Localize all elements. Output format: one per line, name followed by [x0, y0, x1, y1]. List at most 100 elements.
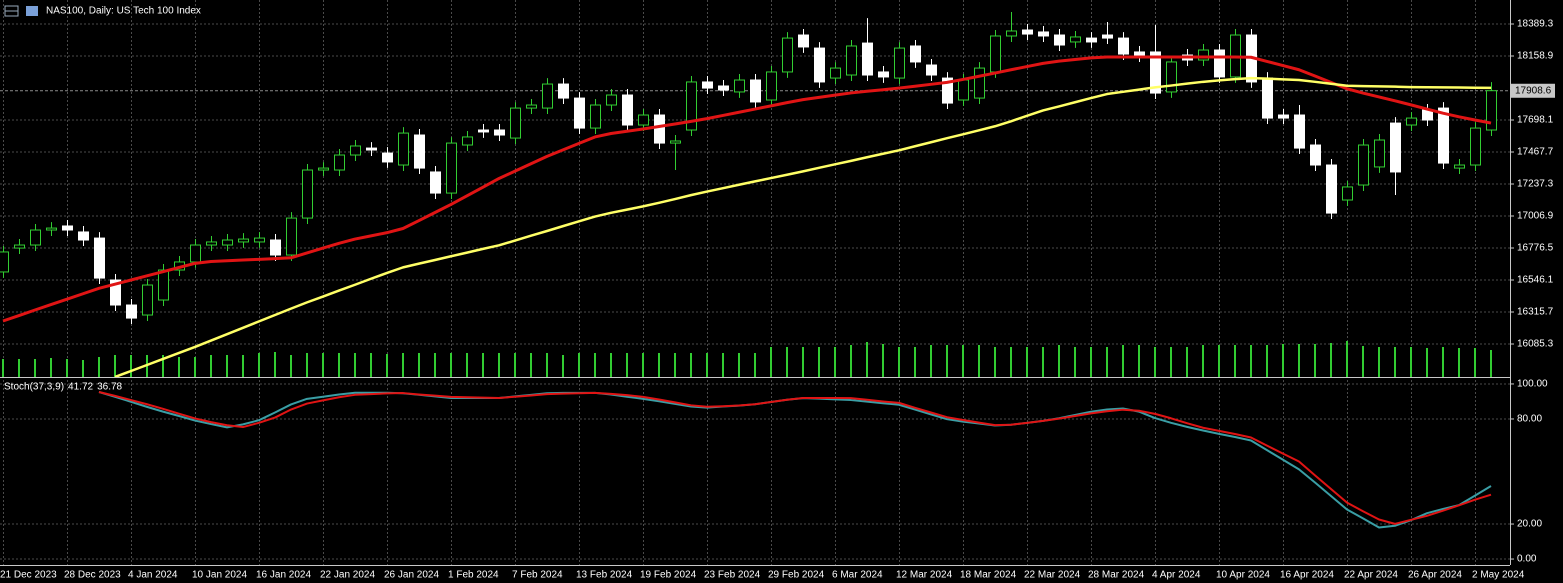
volume-bar	[962, 345, 964, 377]
moving-average-line	[2, 55, 1492, 323]
volume-bar	[1234, 345, 1236, 377]
volume-bar	[98, 357, 100, 377]
candle-body	[670, 140, 681, 144]
volume-bar	[1202, 345, 1204, 377]
x-tick-label: 26 Apr 2024	[1408, 570, 1462, 581]
volume-bar	[1026, 347, 1028, 377]
moving-average-line	[114, 76, 1492, 377]
icon	[26, 6, 38, 16]
candle-body	[526, 104, 537, 109]
volume-bar	[370, 353, 372, 377]
candle-body	[46, 227, 57, 231]
candle-body	[1134, 51, 1145, 57]
candle-body	[1406, 117, 1417, 126]
y-tick-label: 18158.9	[1517, 51, 1554, 62]
volume-bar	[50, 358, 52, 377]
candle-body	[862, 42, 873, 76]
volume-bar	[610, 353, 612, 377]
volume-bar	[1074, 347, 1076, 377]
candle-body	[494, 129, 505, 136]
candle-body	[1070, 36, 1081, 43]
candle-body	[254, 237, 265, 243]
x-tick-label: 4 Apr 2024	[1152, 570, 1201, 581]
volume-bar	[114, 355, 116, 377]
x-tick-label: 21 Dec 2023	[0, 570, 57, 581]
candle-body	[366, 147, 377, 151]
x-tick-label: 12 Mar 2024	[896, 570, 953, 581]
candle-body	[462, 136, 473, 146]
volume-bar	[738, 353, 740, 377]
volume-bar	[1170, 347, 1172, 377]
volume-bar	[226, 355, 228, 377]
volume-bar	[674, 353, 676, 377]
candle-body	[302, 169, 313, 219]
candle-body	[1326, 164, 1337, 214]
candle-body	[590, 104, 601, 129]
volume-bar	[210, 355, 212, 377]
candle-body	[974, 67, 985, 99]
volume-bar	[402, 353, 404, 377]
x-tick-label: 16 Apr 2024	[1280, 570, 1334, 581]
volume-bar	[1282, 344, 1284, 377]
candle-body	[318, 167, 329, 171]
last-price-label: 17908.6	[1515, 85, 1552, 96]
y-tick-label: 17467.7	[1517, 147, 1554, 158]
main-plot	[0, 11, 1510, 377]
stochastic-line	[98, 391, 1492, 525]
candle-body	[446, 142, 457, 194]
x-tick-label: 16 Jan 2024	[256, 570, 311, 581]
volume-bar	[898, 347, 900, 377]
y-tick-label: 17698.1	[1517, 115, 1554, 126]
y-tick-label: 17237.3	[1517, 179, 1554, 190]
y-tick-label: 80.00	[1517, 414, 1542, 425]
volume-bar	[514, 353, 516, 377]
candle-body	[1198, 49, 1209, 61]
candle-body	[1038, 31, 1049, 37]
volume-bar	[354, 353, 356, 377]
volume-bar	[930, 345, 932, 377]
volume-bar	[1106, 347, 1108, 377]
candle-body	[430, 171, 441, 194]
candle-body	[1454, 164, 1465, 169]
volume-bar	[850, 345, 852, 377]
volume-bar	[994, 347, 996, 377]
volume-bar	[1058, 345, 1060, 377]
volume-bar	[882, 344, 884, 377]
candle-body	[350, 145, 361, 156]
y-tick-label: 16776.5	[1517, 243, 1554, 254]
volume-bar	[338, 353, 340, 377]
volume-bar	[914, 347, 916, 377]
indicator-value: 36.78	[97, 382, 122, 393]
volume-bar	[386, 354, 388, 377]
volume-bar	[34, 359, 36, 377]
volume-bar	[818, 347, 820, 377]
volume-bar	[258, 353, 260, 377]
y-tick-label: 16546.1	[1517, 275, 1554, 286]
volume-bar	[1266, 345, 1268, 377]
volume-bar	[866, 342, 868, 377]
candle-body	[510, 107, 521, 139]
volume-bar	[242, 355, 244, 377]
volume-bar	[66, 359, 68, 377]
x-tick-label: 13 Feb 2024	[576, 570, 633, 581]
candle-body	[190, 244, 201, 263]
candle-body	[990, 35, 1001, 73]
volume-bar	[1010, 347, 1012, 377]
candle-body	[0, 251, 9, 273]
volume-bar	[82, 360, 84, 377]
candle-body	[942, 77, 953, 104]
volume-bar	[1186, 347, 1188, 377]
candle-body	[238, 238, 249, 243]
candle-body	[910, 45, 921, 63]
chart-title: NAS100, Daily: US Tech 100 Index	[46, 6, 201, 17]
volume-bar	[1410, 347, 1412, 377]
candle-body	[926, 64, 937, 76]
candle-body	[110, 279, 121, 306]
x-tick-label: 10 Jan 2024	[192, 570, 247, 581]
volume-bar	[1042, 347, 1044, 377]
candle-body	[1086, 37, 1097, 43]
volume-bar	[1394, 347, 1396, 377]
candle-body	[30, 229, 41, 246]
volume-bar	[978, 345, 980, 377]
